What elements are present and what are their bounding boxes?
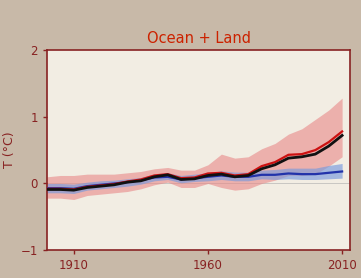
Y-axis label: T (°C): T (°C) <box>3 132 16 168</box>
Title: Ocean + Land: Ocean + Land <box>147 31 251 46</box>
